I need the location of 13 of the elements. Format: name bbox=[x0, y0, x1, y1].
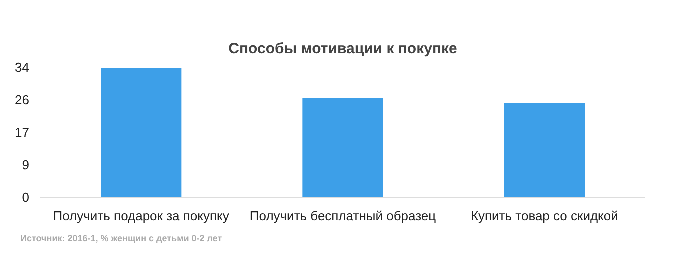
bar bbox=[101, 68, 182, 198]
y-tick-label: 34 bbox=[15, 60, 30, 75]
y-tick-label: 26 bbox=[15, 92, 30, 108]
x-tick-label: Получить бесплатный образец bbox=[250, 208, 437, 224]
bar bbox=[504, 103, 585, 198]
y-tick-label: 17 bbox=[15, 125, 30, 140]
y-tick-label: 9 bbox=[22, 158, 30, 172]
y-tick-label: 0 bbox=[22, 190, 30, 205]
chart-title: Способы мотивации к покупке bbox=[228, 40, 458, 58]
bar bbox=[302, 98, 384, 198]
x-tick-label: Купить товар со скидкой bbox=[470, 208, 618, 224]
text: Источник: 2016-1, % женщин с детьми 0-2 лет bbox=[20, 234, 223, 244]
x-tick-label: Получить подарок за покупку bbox=[53, 208, 230, 224]
